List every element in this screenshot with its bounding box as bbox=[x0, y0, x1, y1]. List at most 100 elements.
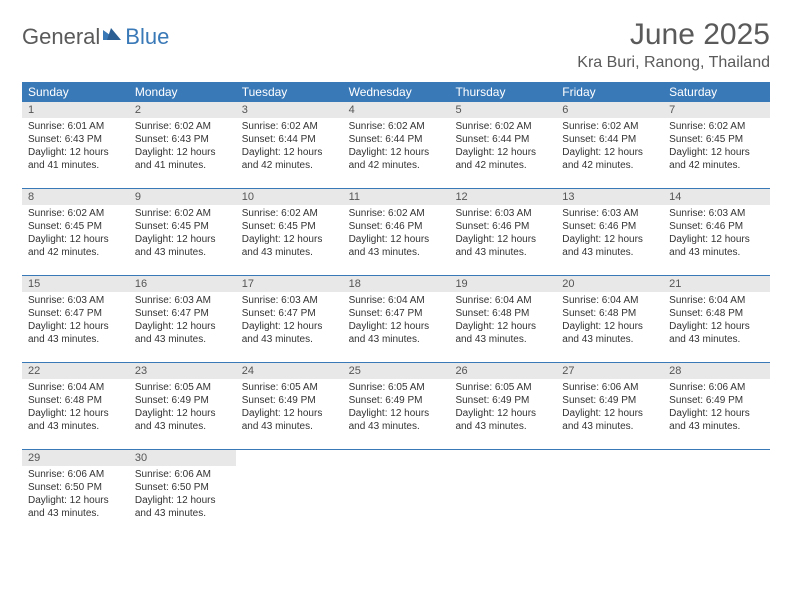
day-details: Sunrise: 6:06 AMSunset: 6:49 PMDaylight:… bbox=[556, 379, 663, 439]
calendar-day: 25Sunrise: 6:05 AMSunset: 6:49 PMDayligh… bbox=[343, 363, 450, 449]
day-number: 26 bbox=[449, 363, 556, 379]
sunset-line: Sunset: 6:46 PM bbox=[455, 220, 550, 233]
calendar-day: 29Sunrise: 6:06 AMSunset: 6:50 PMDayligh… bbox=[22, 450, 129, 536]
weekday-header: Tuesday bbox=[236, 82, 343, 102]
sunset-line: Sunset: 6:49 PM bbox=[135, 394, 230, 407]
calendar-day: 23Sunrise: 6:05 AMSunset: 6:49 PMDayligh… bbox=[129, 363, 236, 449]
logo: General Blue bbox=[22, 24, 169, 50]
calendar-day: 5Sunrise: 6:02 AMSunset: 6:44 PMDaylight… bbox=[449, 102, 556, 188]
day-number: 28 bbox=[663, 363, 770, 379]
sunrise-line: Sunrise: 6:03 AM bbox=[669, 207, 764, 220]
sunrise-line: Sunrise: 6:04 AM bbox=[669, 294, 764, 307]
daylight-line: Daylight: 12 hours and 43 minutes. bbox=[242, 320, 337, 346]
weekday-header: Monday bbox=[129, 82, 236, 102]
daylight-line: Daylight: 12 hours and 43 minutes. bbox=[455, 407, 550, 433]
calendar-week: 1Sunrise: 6:01 AMSunset: 6:43 PMDaylight… bbox=[22, 102, 770, 189]
day-details: Sunrise: 6:03 AMSunset: 6:47 PMDaylight:… bbox=[22, 292, 129, 352]
calendar-day: 24Sunrise: 6:05 AMSunset: 6:49 PMDayligh… bbox=[236, 363, 343, 449]
calendar-day: 26 Sunrise: 6:05 AMSunset: 6:49 PMDayligh… bbox=[449, 363, 556, 449]
sunrise-line: Sunrise: 6:02 AM bbox=[28, 207, 123, 220]
weekday-header: Sunday bbox=[22, 82, 129, 102]
sunrise-line: Sunrise: 6:04 AM bbox=[455, 294, 550, 307]
sunset-line: Sunset: 6:46 PM bbox=[562, 220, 657, 233]
calendar-day: 17Sunrise: 6:03 AMSunset: 6:47 PMDayligh… bbox=[236, 276, 343, 362]
sunset-line: Sunset: 6:49 PM bbox=[455, 394, 550, 407]
day-details: Sunrise: 6:02 AMSunset: 6:46 PMDaylight:… bbox=[343, 205, 450, 265]
day-number: 17 bbox=[236, 276, 343, 292]
calendar-day: 12Sunrise: 6:03 AMSunset: 6:46 PMDayligh… bbox=[449, 189, 556, 275]
day-details: Sunrise: 6:05 AMSunset: 6:49 PMDaylight:… bbox=[343, 379, 450, 439]
daylight-line: Daylight: 12 hours and 42 minutes. bbox=[669, 146, 764, 172]
day-number: 4 bbox=[343, 102, 450, 118]
daylight-line: Daylight: 12 hours and 43 minutes. bbox=[562, 233, 657, 259]
day-number: 19 bbox=[449, 276, 556, 292]
day-number: 27 bbox=[556, 363, 663, 379]
daylight-line: Daylight: 12 hours and 42 minutes. bbox=[349, 146, 444, 172]
sunrise-line: Sunrise: 6:02 AM bbox=[242, 207, 337, 220]
day-details: Sunrise: 6:03 AMSunset: 6:46 PMDaylight:… bbox=[449, 205, 556, 265]
daylight-line: Daylight: 12 hours and 43 minutes. bbox=[28, 320, 123, 346]
sunrise-line: Sunrise: 6:02 AM bbox=[562, 120, 657, 133]
weekday-header: Thursday bbox=[449, 82, 556, 102]
day-number: 22 bbox=[22, 363, 129, 379]
calendar-day: 6Sunrise: 6:02 AMSunset: 6:44 PMDaylight… bbox=[556, 102, 663, 188]
calendar-day: 4Sunrise: 6:02 AMSunset: 6:44 PMDaylight… bbox=[343, 102, 450, 188]
sunset-line: Sunset: 6:47 PM bbox=[242, 307, 337, 320]
sunset-line: Sunset: 6:49 PM bbox=[242, 394, 337, 407]
title-block: June 2025 Kra Buri, Ranong, Thailand bbox=[577, 18, 770, 72]
day-number: 6 bbox=[556, 102, 663, 118]
daylight-line: Daylight: 12 hours and 43 minutes. bbox=[242, 233, 337, 259]
sunset-line: Sunset: 6:43 PM bbox=[28, 133, 123, 146]
daylight-line: Daylight: 12 hours and 43 minutes. bbox=[562, 320, 657, 346]
calendar-day: 27Sunrise: 6:06 AMSunset: 6:49 PMDayligh… bbox=[556, 363, 663, 449]
daylight-line: Daylight: 12 hours and 43 minutes. bbox=[669, 407, 764, 433]
sunset-line: Sunset: 6:44 PM bbox=[455, 133, 550, 146]
sunrise-line: Sunrise: 6:06 AM bbox=[562, 381, 657, 394]
daylight-line: Daylight: 12 hours and 43 minutes. bbox=[349, 320, 444, 346]
sunset-line: Sunset: 6:47 PM bbox=[28, 307, 123, 320]
calendar-day: 13Sunrise: 6:03 AMSunset: 6:46 PMDayligh… bbox=[556, 189, 663, 275]
logo-text-blue: Blue bbox=[125, 24, 169, 50]
daylight-line: Daylight: 12 hours and 43 minutes. bbox=[669, 233, 764, 259]
weekday-header: Friday bbox=[556, 82, 663, 102]
day-number: 3 bbox=[236, 102, 343, 118]
day-details: Sunrise: 6:03 AMSunset: 6:46 PMDaylight:… bbox=[556, 205, 663, 265]
sunrise-line: Sunrise: 6:06 AM bbox=[28, 468, 123, 481]
calendar-body: 1Sunrise: 6:01 AMSunset: 6:43 PMDaylight… bbox=[22, 102, 770, 536]
calendar-day: .. bbox=[663, 450, 770, 536]
day-details: Sunrise: 6:02 AMSunset: 6:44 PMDaylight:… bbox=[556, 118, 663, 178]
sunset-line: Sunset: 6:47 PM bbox=[135, 307, 230, 320]
daylight-line: Daylight: 12 hours and 43 minutes. bbox=[669, 320, 764, 346]
sunrise-line: Sunrise: 6:02 AM bbox=[349, 207, 444, 220]
daylight-line: Daylight: 12 hours and 43 minutes. bbox=[455, 233, 550, 259]
sunrise-line: Sunrise: 6:05 AM bbox=[455, 381, 550, 394]
day-details: Sunrise: 6:02 AMSunset: 6:45 PMDaylight:… bbox=[129, 205, 236, 265]
daylight-line: Daylight: 12 hours and 43 minutes. bbox=[562, 407, 657, 433]
calendar-day: 9Sunrise: 6:02 AMSunset: 6:45 PMDaylight… bbox=[129, 189, 236, 275]
logo-text-general: General bbox=[22, 24, 100, 50]
sunset-line: Sunset: 6:45 PM bbox=[669, 133, 764, 146]
day-number: 15 bbox=[22, 276, 129, 292]
daylight-line: Daylight: 12 hours and 43 minutes. bbox=[455, 320, 550, 346]
day-details: Sunrise: 6:01 AMSunset: 6:43 PMDaylight:… bbox=[22, 118, 129, 178]
day-number: 16 bbox=[129, 276, 236, 292]
day-details: Sunrise: 6:04 AMSunset: 6:48 PMDaylight:… bbox=[22, 379, 129, 439]
weekday-header-row: SundayMondayTuesdayWednesdayThursdayFrid… bbox=[22, 82, 770, 102]
sunrise-line: Sunrise: 6:03 AM bbox=[28, 294, 123, 307]
sunrise-line: Sunrise: 6:01 AM bbox=[28, 120, 123, 133]
calendar-week: 29Sunrise: 6:06 AMSunset: 6:50 PMDayligh… bbox=[22, 450, 770, 536]
calendar-day: 8Sunrise: 6:02 AMSunset: 6:45 PMDaylight… bbox=[22, 189, 129, 275]
calendar-day: 1Sunrise: 6:01 AMSunset: 6:43 PMDaylight… bbox=[22, 102, 129, 188]
sunset-line: Sunset: 6:47 PM bbox=[349, 307, 444, 320]
day-number: 25 bbox=[343, 363, 450, 379]
day-details: Sunrise: 6:05 AMSunset: 6:49 PMDaylight:… bbox=[129, 379, 236, 439]
sunset-line: Sunset: 6:43 PM bbox=[135, 133, 230, 146]
calendar-day: 3Sunrise: 6:02 AMSunset: 6:44 PMDaylight… bbox=[236, 102, 343, 188]
calendar-day: 19Sunrise: 6:04 AMSunset: 6:48 PMDayligh… bbox=[449, 276, 556, 362]
day-number: 1 bbox=[22, 102, 129, 118]
calendar-day: 15Sunrise: 6:03 AMSunset: 6:47 PMDayligh… bbox=[22, 276, 129, 362]
sunrise-line: Sunrise: 6:02 AM bbox=[242, 120, 337, 133]
day-number: 13 bbox=[556, 189, 663, 205]
day-details: Sunrise: 6:04 AMSunset: 6:48 PMDaylight:… bbox=[556, 292, 663, 352]
sunset-line: Sunset: 6:44 PM bbox=[242, 133, 337, 146]
